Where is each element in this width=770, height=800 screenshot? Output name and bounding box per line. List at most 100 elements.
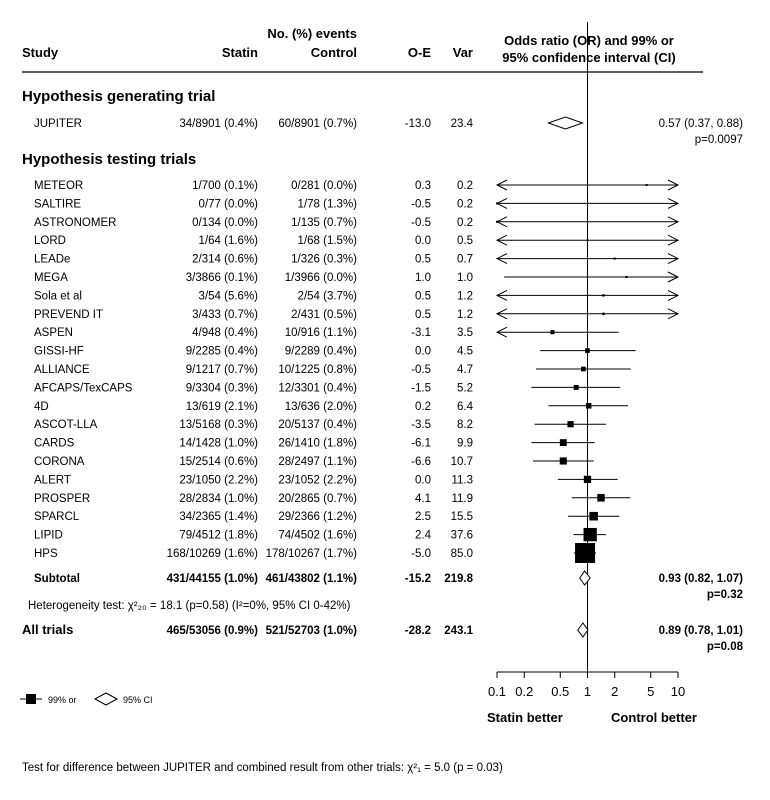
var-value: 0.5 — [457, 235, 473, 247]
arrow-right — [667, 271, 680, 283]
var-value: 11.9 — [451, 493, 473, 505]
control-events: 1/78 (1.3%) — [298, 198, 358, 210]
section-generating: Hypothesis generating trial — [22, 88, 215, 105]
control-events: 26/1410 (1.8%) — [278, 438, 357, 450]
arrow-right — [667, 253, 680, 265]
control-events: 521/52703 (1.0%) — [266, 625, 358, 637]
var-value: 0.2 — [457, 217, 473, 229]
statin-events: 3/54 (5.6%) — [199, 290, 259, 302]
var-value: 219.8 — [444, 573, 473, 585]
effect-square — [559, 439, 567, 447]
effect-square — [586, 239, 589, 242]
ci-text: 0.93 (0.82, 1.07) — [659, 573, 744, 585]
effect-square — [613, 257, 616, 260]
study-name: AFCAPS/TexCAPS — [34, 382, 133, 394]
statin-events: 13/619 (2.1%) — [186, 401, 258, 413]
control-events: 20/5137 (0.4%) — [278, 419, 357, 431]
effect-square — [597, 494, 605, 502]
var-value: 11.3 — [451, 474, 473, 486]
effect-square — [496, 220, 498, 223]
x-tick-label: 5 — [647, 684, 654, 699]
statin-events: 34/2365 (1.4%) — [179, 511, 258, 523]
oe-value: -3.5 — [411, 419, 431, 431]
statin-events: 9/3304 (0.3%) — [186, 382, 258, 394]
control-events: 1/68 (1.5%) — [298, 235, 358, 247]
arrow-right — [667, 216, 680, 228]
study-name: SPARCL — [34, 511, 80, 523]
oe-value: -1.5 — [411, 382, 431, 394]
oe-value: -0.5 — [411, 217, 431, 229]
study-name: ALLIANCE — [34, 364, 90, 376]
oe-value: 0.5 — [415, 309, 431, 321]
statin-events: 9/1217 (0.7%) — [186, 364, 258, 376]
p-text: p=0.32 — [707, 589, 743, 601]
var-value: 0.7 — [457, 254, 473, 266]
study-name: Subtotal — [34, 573, 80, 585]
arrow-right — [667, 197, 680, 209]
x-tick-label: 1 — [584, 684, 591, 699]
legend-99-square — [26, 694, 36, 704]
arrow-right — [667, 289, 680, 301]
oe-value: -0.5 — [411, 364, 431, 376]
var-value: 0.2 — [457, 180, 473, 192]
legend-95-label: 95% CI — [123, 695, 153, 705]
label-control-better: Control better — [611, 710, 697, 725]
control-events: 2/54 (3.7%) — [298, 290, 358, 302]
oe-value: -6.6 — [411, 456, 431, 468]
control-events: 60/8901 (0.7%) — [278, 118, 357, 130]
rows: JUPITER 34/8901 (0.4%) 60/8901 (0.7%) -13.0… — [22, 118, 744, 653]
ci-text: 0.89 (0.78, 1.01) — [659, 625, 744, 637]
effect-square — [583, 475, 592, 484]
p-text: p=0.08 — [707, 641, 744, 653]
header-ci-line2: 95% confidence interval (CI) — [502, 50, 675, 65]
control-events: 10/1225 (0.8%) — [278, 364, 357, 376]
effect-square — [602, 294, 605, 297]
subtotal-diamond — [579, 570, 591, 586]
study-name: LEADe — [34, 254, 70, 266]
study-name: CARDS — [34, 438, 75, 450]
header-study: Study — [22, 45, 59, 60]
marks — [495, 116, 680, 638]
statin-events: 1/700 (0.1%) — [192, 180, 258, 192]
study-name: 4D — [34, 401, 49, 413]
oe-value: 2.4 — [415, 530, 432, 542]
study-name: PROSPER — [34, 493, 90, 505]
oe-value: -15.2 — [405, 573, 431, 585]
oe-value: -28.2 — [405, 625, 431, 637]
effect-square — [573, 384, 579, 390]
ci-text: 0.57 (0.37, 0.88) — [659, 118, 744, 130]
statin-events: 4/948 (0.4%) — [192, 327, 258, 339]
statin-events: 9/2285 (0.4%) — [186, 346, 258, 358]
study-name: LIPID — [34, 530, 63, 542]
var-value: 4.7 — [457, 364, 473, 376]
control-events: 23/1052 (2.2%) — [278, 474, 357, 486]
all-trials-diamond — [577, 622, 589, 638]
control-events: 29/2366 (1.2%) — [278, 511, 357, 523]
statin-events: 15/2514 (0.6%) — [179, 456, 258, 468]
arrow-right — [667, 234, 680, 246]
study-name: Sola et al — [34, 290, 82, 302]
control-events: 0/281 (0.0%) — [291, 180, 357, 192]
statin-events: 431/44155 (1.0%) — [167, 573, 259, 585]
jupiter-diamond — [546, 116, 584, 130]
control-events: 178/10267 (1.7%) — [266, 548, 358, 560]
legend-95-diamond — [93, 692, 119, 706]
var-value: 85.0 — [451, 548, 473, 560]
oe-value: -3.1 — [411, 327, 431, 339]
effect-square — [602, 312, 605, 315]
oe-value: 0.5 — [415, 290, 431, 302]
statin-events: 168/10269 (1.6%) — [167, 548, 259, 560]
effect-square — [575, 543, 596, 563]
effect-square — [645, 184, 648, 186]
arrow-left — [495, 326, 508, 338]
var-value: 10.7 — [451, 456, 473, 468]
var-value: 5.2 — [457, 382, 473, 394]
effect-square — [625, 275, 628, 279]
oe-value: 0.2 — [415, 401, 431, 413]
control-events: 13/636 (2.0%) — [285, 401, 357, 413]
study-name: MEGA — [34, 272, 68, 284]
statin-events: 34/8901 (0.4%) — [179, 118, 258, 130]
oe-value: 0.0 — [415, 474, 431, 486]
statin-events: 0/134 (0.0%) — [192, 217, 258, 229]
